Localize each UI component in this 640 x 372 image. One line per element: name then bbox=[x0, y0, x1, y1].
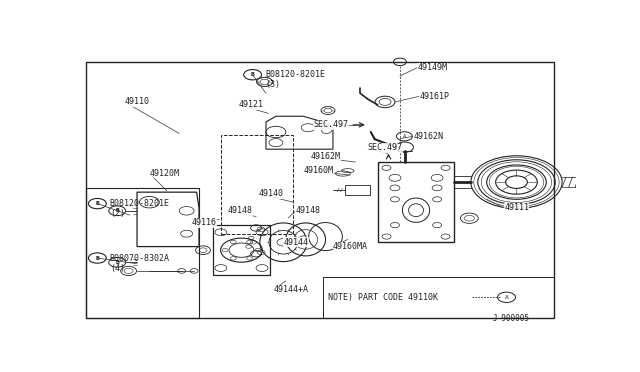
Text: B: B bbox=[95, 201, 99, 206]
Text: (4): (4) bbox=[110, 264, 125, 273]
Text: A: A bbox=[505, 295, 508, 300]
Text: SEC.497: SEC.497 bbox=[313, 121, 348, 129]
Circle shape bbox=[244, 70, 262, 80]
Text: B: B bbox=[251, 72, 255, 77]
Text: J-900005: J-900005 bbox=[493, 314, 530, 323]
Text: 49140: 49140 bbox=[259, 189, 284, 198]
Text: B: B bbox=[115, 260, 119, 265]
Text: 49149M: 49149M bbox=[417, 63, 447, 72]
Text: B08120-8201E: B08120-8201E bbox=[265, 70, 325, 79]
Text: B: B bbox=[115, 208, 119, 213]
Text: 49148: 49148 bbox=[296, 206, 321, 215]
Text: 49144: 49144 bbox=[284, 238, 308, 247]
Text: 49148: 49148 bbox=[228, 206, 253, 215]
Text: 49120M: 49120M bbox=[150, 169, 179, 178]
Text: 49111: 49111 bbox=[504, 203, 529, 212]
Text: 49144+A: 49144+A bbox=[273, 285, 308, 294]
Text: SEC.497: SEC.497 bbox=[367, 143, 403, 152]
Text: B: B bbox=[95, 256, 99, 260]
Circle shape bbox=[109, 257, 125, 267]
Text: B08070-8302A: B08070-8302A bbox=[110, 254, 170, 263]
Text: 49162N: 49162N bbox=[413, 132, 444, 141]
Text: 49160MA: 49160MA bbox=[333, 242, 368, 251]
Text: 49110: 49110 bbox=[125, 97, 150, 106]
Circle shape bbox=[109, 206, 125, 216]
Circle shape bbox=[88, 253, 106, 263]
Text: (3): (3) bbox=[265, 80, 280, 89]
Text: 49116: 49116 bbox=[191, 218, 216, 227]
Text: 49160M: 49160M bbox=[303, 166, 333, 175]
Text: 49161P: 49161P bbox=[420, 92, 450, 101]
Text: 49121: 49121 bbox=[239, 100, 264, 109]
Text: 49162M: 49162M bbox=[310, 152, 340, 161]
Text: B08120-8201E: B08120-8201E bbox=[110, 199, 170, 208]
Text: (2): (2) bbox=[110, 209, 125, 218]
Circle shape bbox=[88, 198, 106, 209]
Text: NOTE) PART CODE 49110K: NOTE) PART CODE 49110K bbox=[328, 293, 438, 302]
Text: A: A bbox=[403, 134, 406, 139]
